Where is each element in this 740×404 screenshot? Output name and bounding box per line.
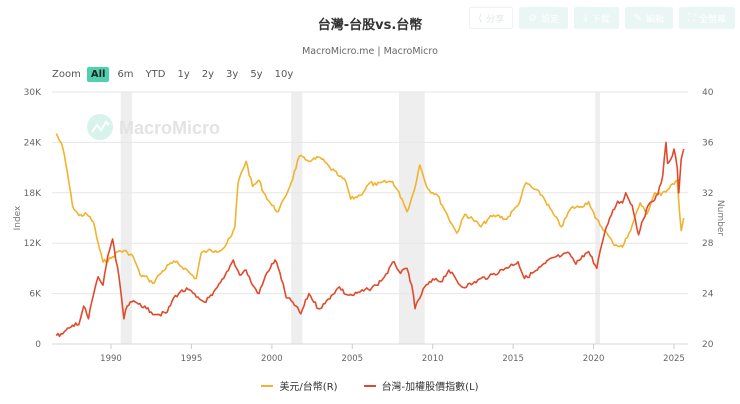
range-3y-button[interactable]: 3y (226, 69, 239, 80)
chart-subtitle: MacroMicro.me | MacroMicro (302, 46, 438, 57)
range-ytd-button[interactable]: YTD (145, 69, 166, 80)
download-button[interactable]: ⤓ 下載 (574, 7, 619, 29)
gear-icon: ⚙ (528, 12, 538, 24)
range-6m-button[interactable]: 6m (117, 69, 134, 80)
y-left-tick: 18K (24, 189, 42, 199)
range-2y-button[interactable]: 2y (201, 69, 215, 80)
taiex-series-line[interactable] (55, 141, 685, 338)
share-button[interactable]: ⟨ 分享 (469, 7, 514, 29)
y-left-tick: 6K (29, 290, 42, 300)
x-tick-label: 1990 (100, 354, 122, 364)
legend-label-taiex: 台灣-加權股價指數(L) (381, 382, 479, 393)
range-1y-button[interactable]: 1y (177, 69, 190, 80)
fullscreen-label: 全螢幕 (698, 14, 726, 25)
watermark-text: MacroMicro (119, 118, 220, 138)
recession-bands (120, 92, 601, 344)
x-tick-label: 2005 (341, 354, 363, 364)
range-5y-button[interactable]: 5y (250, 69, 263, 80)
share-label: 分享 (486, 14, 505, 25)
macromicro-logo-icon (87, 114, 113, 140)
download-icon: ⤓ (583, 12, 588, 24)
x-tick-label: 2000 (261, 354, 283, 364)
edit-label: 編輯 (645, 14, 664, 25)
x-tick-label: 2015 (502, 354, 524, 364)
pencil-icon: ✎ (633, 12, 642, 24)
trend-icon (91, 120, 110, 133)
range-10y-button[interactable]: 10y (274, 69, 294, 80)
y-right-tick: 28 (702, 239, 714, 249)
y-left-tick: 30K (24, 88, 42, 98)
range-all-button[interactable]: All (86, 67, 110, 82)
legend-swatch-taiex (363, 384, 376, 387)
legend-label-twd: 美元/台幣(R) (279, 382, 338, 393)
chart-title: 台灣-台股vs.台幣 (317, 18, 423, 33)
download-label: 下載 (591, 14, 610, 25)
y-right-tick: 20 (702, 340, 714, 350)
x-tick-label: 2025 (663, 354, 685, 364)
range-selector: Zoom All 6m YTD 1y 2y 3y 5y 10y (52, 67, 301, 82)
y-right-tick: 36 (702, 138, 714, 148)
fullscreen-icon: ⛶ (687, 12, 695, 24)
y-left-tick: 0 (35, 340, 41, 350)
series-lines (55, 133, 685, 338)
x-tick-label: 1995 (181, 354, 203, 364)
settings-label: 設定 (541, 14, 560, 25)
legend-swatch-twd (261, 384, 274, 387)
settings-button[interactable]: ⚙ 設定 (519, 7, 569, 29)
y-left-tick: 24K (24, 138, 42, 148)
legend-item-taiex[interactable]: 台灣-加權股價指數(L) (363, 378, 479, 393)
recession-band (291, 92, 303, 344)
edit-button[interactable]: ✎ 編輯 (624, 7, 673, 29)
share-icon: ⟨ (478, 12, 483, 24)
y-right-tick: 32 (702, 189, 713, 199)
legend: 美元/台幣(R) 台灣-加權股價指數(L) (0, 378, 740, 393)
zoom-label: Zoom (52, 69, 81, 80)
y-left-tick: 12K (24, 239, 42, 249)
y-right-tick: 40 (702, 88, 714, 98)
twd-series-line[interactable] (55, 133, 685, 285)
axes: 0 20 6K 24 12K 28 18K 32 24K 36 30K 40 1990 1995 2000 2… (13, 88, 725, 364)
x-tick-label: 2020 (583, 354, 605, 364)
y-left-label: Index (13, 205, 23, 230)
chart-toolbar: ⟨ 分享 ⚙ 設定 ⤓ 下載 ✎ 編輯 ⛶ 全螢幕 (469, 7, 735, 29)
y-right-label: Number (715, 200, 725, 236)
watermark: MacroMicro (87, 114, 220, 140)
legend-item-twd[interactable]: 美元/台幣(R) (261, 378, 338, 393)
recession-band (398, 92, 425, 344)
x-tick-label: 2010 (422, 354, 444, 364)
recession-band (120, 92, 132, 344)
fullscreen-button[interactable]: ⛶ 全螢幕 (678, 7, 735, 29)
y-right-tick: 24 (702, 290, 714, 300)
recession-band (595, 92, 601, 344)
